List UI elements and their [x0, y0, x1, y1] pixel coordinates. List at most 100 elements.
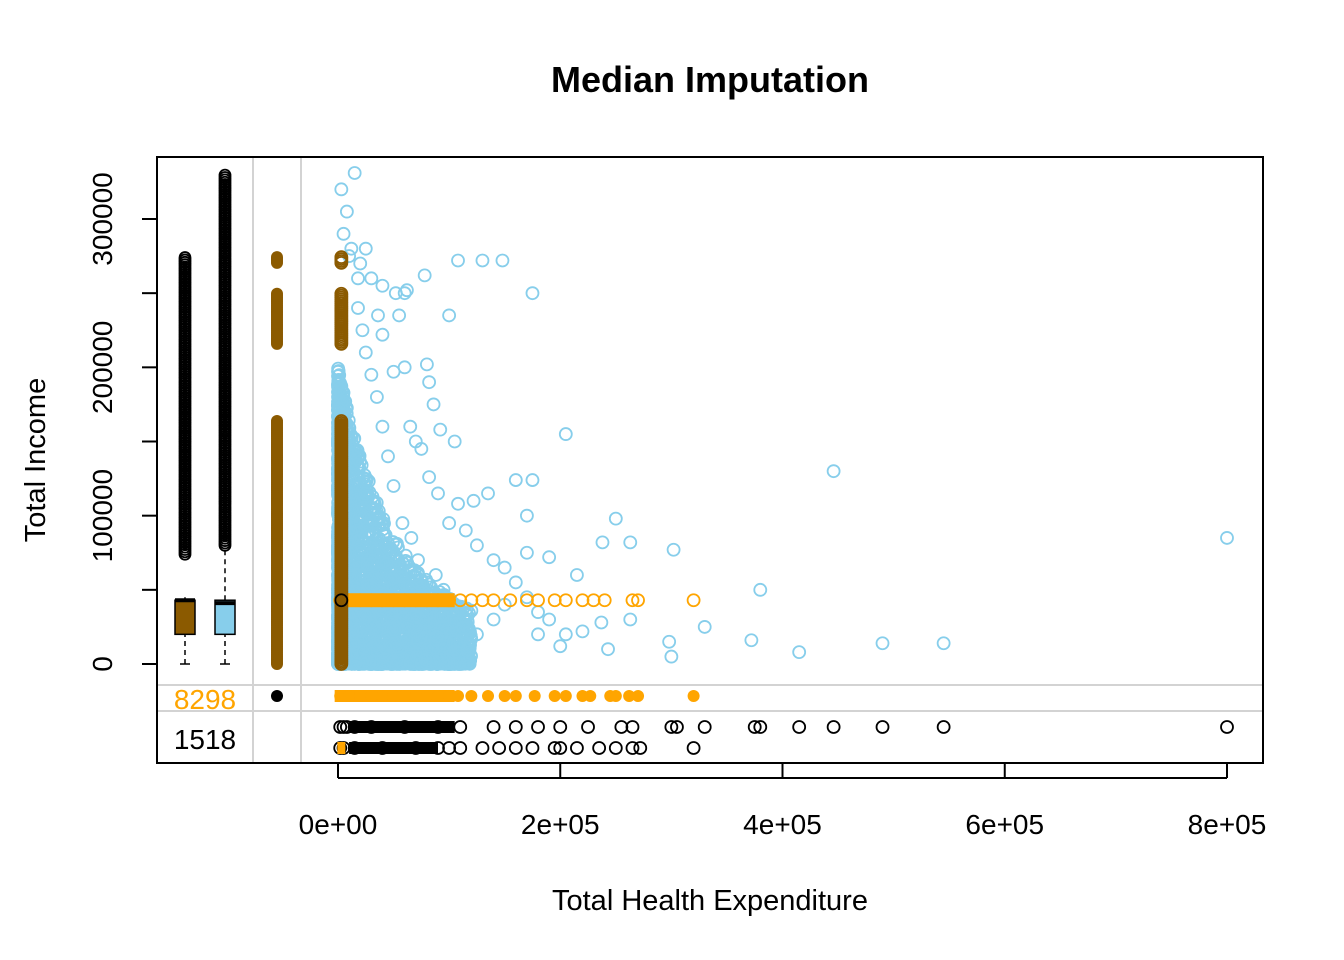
observed-point	[409, 620, 423, 635]
observed-point	[433, 422, 448, 437]
observed-point	[351, 271, 365, 286]
x-tick-label: 4e+05	[743, 809, 822, 840]
observed-point	[542, 612, 557, 627]
observed-point	[466, 493, 481, 508]
income-missing-point	[548, 690, 561, 702]
income-missing-point	[420, 690, 433, 702]
income-missing-point	[376, 690, 389, 702]
observed-point	[486, 612, 501, 627]
expense-missing-point	[686, 741, 701, 755]
observed-point	[331, 369, 345, 384]
imputed-point	[503, 593, 518, 608]
imputed-point	[486, 593, 501, 608]
observed-point	[339, 204, 354, 219]
observed-point	[362, 631, 377, 645]
observed-point	[411, 553, 425, 568]
observed-point	[378, 640, 393, 655]
observed-point	[418, 652, 433, 667]
x-tick-label: 0e+00	[299, 809, 378, 840]
income-missing-point	[343, 690, 356, 702]
observed-point	[390, 536, 404, 551]
y-tick-label: 300000	[87, 172, 118, 265]
observed-point	[666, 542, 681, 557]
observed-point	[364, 271, 379, 286]
imputed-point	[597, 593, 612, 608]
observed-point	[355, 655, 370, 670]
observed-point	[376, 522, 390, 537]
observed-point	[409, 573, 424, 588]
income-missing-point	[452, 690, 465, 702]
income-missing-point	[398, 690, 411, 702]
observed-point	[429, 629, 444, 644]
observed-point	[382, 648, 397, 663]
observed-point	[447, 434, 462, 449]
observed-point	[347, 568, 362, 583]
observed-point	[403, 419, 418, 434]
expense-missing-point	[608, 741, 623, 755]
observed-point	[525, 286, 540, 301]
observed-point	[392, 308, 407, 323]
observed-point	[495, 253, 510, 268]
observed-point	[446, 650, 461, 665]
observed-point	[402, 649, 417, 664]
observed-point	[369, 495, 384, 510]
expense-missing-point	[508, 720, 523, 734]
both-missing-point	[334, 593, 349, 608]
observed-point	[399, 633, 414, 648]
observed-point	[381, 449, 395, 464]
imputed-point	[631, 593, 645, 608]
observed-point	[360, 557, 375, 572]
income-missing-count: 8298	[174, 684, 236, 715]
observed-point	[398, 548, 413, 563]
x-tick-label: 6e+05	[965, 809, 1044, 840]
observed-point	[458, 523, 473, 538]
observed-point	[421, 627, 436, 642]
observed-point	[386, 364, 401, 379]
observed-point	[508, 473, 523, 487]
observed-point	[358, 490, 372, 505]
expense-missing-point	[553, 741, 568, 755]
observed-point	[375, 327, 390, 342]
expense-missing-point	[408, 741, 423, 755]
observed-point	[508, 575, 523, 590]
missing-margin-point	[271, 690, 283, 702]
x-axis: 0e+00 2e+05 4e+05 6e+05 8e+05	[299, 763, 1266, 840]
observed-point	[380, 572, 395, 587]
expense-missing-point	[397, 720, 412, 734]
observed-point	[431, 486, 445, 501]
observed-point	[353, 454, 367, 469]
observed-point	[375, 278, 390, 293]
observed-point	[417, 268, 432, 283]
observed-point	[386, 622, 401, 637]
observed-point	[570, 568, 584, 582]
observed-point	[1220, 531, 1234, 545]
observed-point	[352, 556, 367, 571]
observed-point	[442, 308, 457, 323]
expense-missing-point	[486, 720, 501, 734]
observed-point	[460, 620, 475, 635]
income-missing-point	[498, 690, 511, 702]
observed-point	[497, 560, 512, 575]
observed-point	[377, 566, 391, 581]
income-missing-point	[443, 690, 456, 702]
observed-point	[531, 627, 545, 642]
imputed-point	[547, 593, 562, 608]
observed-point	[451, 253, 465, 268]
expense-missing-point	[531, 720, 545, 734]
observed-point	[359, 653, 373, 668]
income-missing-point	[559, 690, 572, 702]
observed-point	[486, 553, 501, 568]
expense-missing-point	[347, 720, 362, 734]
observed-point	[753, 582, 768, 597]
expense-missing-point	[453, 741, 468, 755]
observed-point	[531, 605, 545, 619]
expense-missing-point	[625, 741, 640, 755]
expense-missing-point	[697, 720, 712, 734]
observed-point	[428, 568, 443, 582]
observed-point	[362, 526, 377, 541]
observed-point	[356, 630, 371, 644]
expense-missing-point	[453, 720, 468, 734]
expense-missing-point	[614, 720, 629, 734]
observed-point	[558, 427, 573, 441]
